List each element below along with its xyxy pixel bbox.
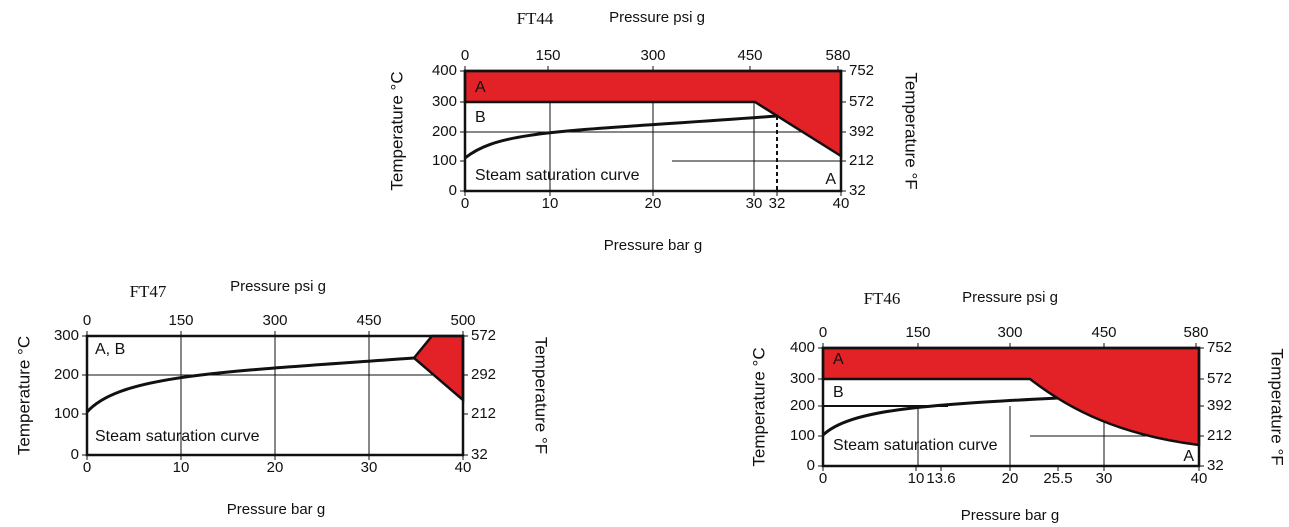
left-tick-label: 100: [54, 405, 79, 422]
left-axis-title: Temperature °C: [387, 71, 406, 190]
region-label: B: [833, 384, 844, 401]
left-tick-label: 0: [449, 182, 457, 199]
bottom-tick-label: 10: [173, 459, 190, 476]
top-tick-label: 450: [737, 47, 762, 64]
top-tick-label: 450: [356, 312, 381, 329]
bottom-tick-label: 10: [908, 470, 925, 487]
top-tick-label: 300: [262, 312, 287, 329]
top-tick-label: 300: [640, 47, 665, 64]
left-tick-label: 200: [54, 366, 79, 383]
top-axis-title: Pressure psi g: [230, 278, 326, 295]
top-tick-label: 300: [997, 324, 1022, 341]
right-tick-label: 752: [849, 62, 874, 79]
ft46-shapes: [821, 346, 1201, 468]
region-label: A, B: [95, 341, 125, 358]
left-tick-label: 300: [432, 93, 457, 110]
left-axis-title: Temperature °C: [14, 336, 33, 455]
region-label: A: [825, 171, 836, 188]
right-tick-label: 392: [849, 123, 874, 140]
bottom-tick-label: 20: [267, 459, 284, 476]
bottom-tick-label: 40: [1191, 470, 1208, 487]
bottom-axis-title: Pressure bar g: [961, 507, 1059, 524]
right-tick-label: 572: [849, 93, 874, 110]
panel-title: FT47: [130, 282, 167, 301]
left-tick-label: 0: [71, 446, 79, 463]
top-axis-title: Pressure psi g: [962, 289, 1058, 306]
bottom-tick-label: 25.5: [1043, 470, 1072, 487]
right-tick-label: 572: [471, 327, 496, 344]
region-label: B: [475, 109, 486, 126]
right-tick-label: 752: [1207, 339, 1232, 356]
right-tick-label: 212: [849, 152, 874, 169]
right-tick-label: 32: [849, 182, 866, 199]
top-axis-title: Pressure psi g: [609, 9, 705, 26]
top-tick-label: 150: [905, 324, 930, 341]
panel-title: FT44: [517, 9, 554, 28]
region-label: A: [475, 79, 486, 96]
top-tick-label: 0: [461, 47, 469, 64]
right-axis-title: Temperature °F: [1268, 348, 1287, 465]
left-tick-label: 200: [790, 397, 815, 414]
right-tick-label: 572: [1207, 370, 1232, 387]
top-tick-label: 0: [819, 324, 827, 341]
right-tick-label: 212: [471, 405, 496, 422]
region-label: Steam saturation curve: [475, 167, 640, 184]
left-tick-label: 300: [790, 370, 815, 387]
right-axis-title: Temperature °F: [902, 72, 921, 189]
bottom-tick-label: 40: [833, 195, 850, 212]
bottom-tick-label: 13.6: [926, 470, 955, 487]
left-tick-label: 200: [432, 123, 457, 140]
right-tick-label: 212: [1207, 427, 1232, 444]
right-tick-label: 32: [471, 446, 488, 463]
top-tick-label: 580: [825, 47, 850, 64]
bottom-tick-label: 30: [361, 459, 378, 476]
bottom-tick-label: 0: [819, 470, 827, 487]
bottom-tick-label: 40: [455, 459, 472, 476]
top-tick-label: 0: [83, 312, 91, 329]
top-tick-label: 500: [450, 312, 475, 329]
left-tick-label: 400: [790, 339, 815, 356]
bottom-tick-label: 20: [645, 195, 662, 212]
top-tick-label: 150: [535, 47, 560, 64]
bottom-axis-title: Pressure bar g: [227, 501, 325, 518]
region-label: Steam saturation curve: [833, 437, 998, 454]
bottom-tick-label: 20: [1002, 470, 1019, 487]
right-axis-title: Temperature °F: [532, 337, 551, 454]
bottom-tick-label: 30: [1096, 470, 1113, 487]
left-tick-label: 300: [54, 327, 79, 344]
right-tick-label: 392: [1207, 397, 1232, 414]
bottom-tick-label: 0: [461, 195, 469, 212]
bottom-tick-label: 32: [769, 195, 786, 212]
left-axis-title: Temperature °C: [749, 347, 768, 466]
bottom-tick-label: 0: [83, 459, 91, 476]
top-tick-label: 580: [1183, 324, 1208, 341]
region-label: Steam saturation curve: [95, 428, 260, 445]
right-tick-label: 292: [471, 366, 496, 383]
bottom-tick-label: 30: [746, 195, 763, 212]
bottom-tick-label: 10: [542, 195, 559, 212]
bottom-axis-title: Pressure bar g: [604, 237, 702, 254]
region-label: A: [833, 351, 844, 368]
left-tick-label: 0: [807, 457, 815, 474]
right-tick-label: 32: [1207, 457, 1224, 474]
left-tick-label: 100: [790, 427, 815, 444]
region-label: A: [1183, 448, 1194, 465]
panel-title: FT46: [864, 289, 901, 308]
top-tick-label: 150: [168, 312, 193, 329]
left-tick-label: 400: [432, 62, 457, 79]
left-tick-label: 100: [432, 152, 457, 169]
top-tick-label: 450: [1091, 324, 1116, 341]
